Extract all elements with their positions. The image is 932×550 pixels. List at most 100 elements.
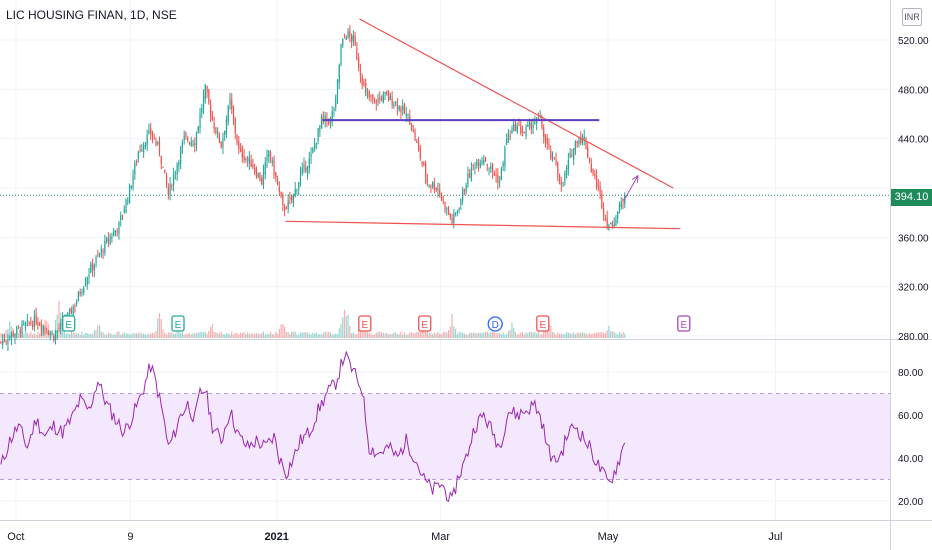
candle-body: [197, 126, 199, 133]
volume-bar: [525, 332, 527, 338]
candle-body: [206, 86, 208, 93]
candle-body: [245, 158, 247, 160]
candle-body: [268, 150, 270, 157]
candle-body: [391, 98, 393, 105]
volume-bar: [342, 317, 344, 338]
volume-bar: [322, 332, 325, 338]
candle-body: [176, 164, 178, 175]
candle-body: [162, 166, 164, 168]
candle-body: [74, 305, 76, 307]
projection-arrow-head: [631, 174, 639, 183]
volume-bar: [391, 333, 393, 338]
candle-body: [313, 144, 316, 149]
volume-bar: [574, 334, 577, 338]
candle-body: [435, 187, 437, 190]
volume-bar: [576, 332, 578, 338]
volume-bar: [377, 331, 379, 338]
volume-bar: [26, 332, 28, 338]
volume-bar: [437, 332, 439, 338]
candle-body: [491, 164, 494, 172]
volume-bar: [426, 327, 428, 338]
candle-body: [622, 199, 624, 202]
volume-bar: [169, 332, 171, 338]
volume-bar: [315, 332, 317, 338]
volume-bar: [606, 330, 608, 338]
volume-bar: [84, 333, 87, 338]
volume-bar: [118, 331, 120, 338]
event-marker[interactable]: E: [62, 315, 76, 332]
candle-body: [128, 186, 131, 204]
candle-body: [530, 123, 532, 130]
event-marker[interactable]: D: [487, 316, 503, 332]
candle-body: [523, 132, 525, 134]
volume-bar: [375, 332, 377, 338]
volume-bar: [483, 332, 485, 338]
candle-body: [578, 139, 580, 145]
volume-bar: [24, 331, 27, 338]
volume-bar: [298, 334, 300, 338]
candle-body: [0, 341, 2, 343]
candle-body: [410, 124, 413, 130]
volume-bar: [484, 332, 487, 338]
event-marker[interactable]: E: [171, 315, 185, 332]
volume-bar: [114, 334, 117, 338]
candle-body: [331, 111, 333, 121]
earnings-icon: [418, 315, 432, 332]
candle-body: [86, 277, 88, 285]
volume-bar: [580, 333, 582, 338]
event-marker-label: E: [361, 320, 368, 331]
candle-body: [23, 323, 25, 325]
candle-body: [158, 141, 161, 154]
candle-body: [416, 141, 418, 143]
candle-body: [358, 57, 360, 68]
volume-bar: [308, 333, 310, 338]
event-marker[interactable]: E: [358, 315, 372, 332]
candle-body: [403, 104, 406, 114]
volume-bar: [3, 333, 6, 338]
volume-bar: [213, 331, 215, 338]
candle-body: [185, 132, 187, 137]
candle-body: [451, 218, 453, 223]
volume-bar: [39, 333, 41, 338]
event-marker[interactable]: E: [418, 315, 432, 332]
volume-bar: [135, 333, 138, 338]
candle-body: [211, 115, 213, 121]
candle-body: [243, 155, 245, 161]
candle-body: [72, 307, 74, 318]
candle-body: [90, 264, 92, 273]
volume-bar: [21, 333, 23, 338]
volume-bar: [53, 333, 55, 338]
volume-bar: [185, 333, 187, 338]
volume-bar: [284, 326, 286, 338]
volume-bar: [5, 329, 7, 338]
candle-body: [343, 35, 346, 38]
candle-body: [190, 141, 192, 146]
volume-bar: [506, 333, 508, 338]
candle-body: [227, 106, 229, 122]
candle-body: [16, 327, 18, 334]
volume-bar: [560, 334, 562, 338]
candle-body: [506, 139, 508, 145]
volume-bar: [555, 334, 557, 338]
candle-body: [116, 231, 118, 233]
currency-button[interactable]: INR: [902, 8, 922, 26]
candle-body: [342, 38, 344, 46]
volume-bar: [460, 332, 462, 338]
volume-bar: [329, 332, 332, 338]
volume-bar: [578, 332, 580, 338]
candle-body: [507, 133, 510, 141]
event-marker[interactable]: E: [536, 315, 550, 332]
volume-bar: [162, 329, 164, 338]
candle-body: [273, 160, 275, 176]
candle-body: [232, 106, 235, 120]
volume-bar: [557, 332, 559, 338]
candle-body: [382, 93, 384, 104]
event-marker[interactable]: E: [677, 315, 691, 332]
event-marker-label: E: [421, 320, 428, 331]
volume-bar: [56, 314, 58, 338]
candle-body: [204, 84, 206, 99]
candle-body: [60, 322, 62, 330]
volume-bar: [113, 334, 115, 338]
volume-bar: [373, 334, 376, 338]
